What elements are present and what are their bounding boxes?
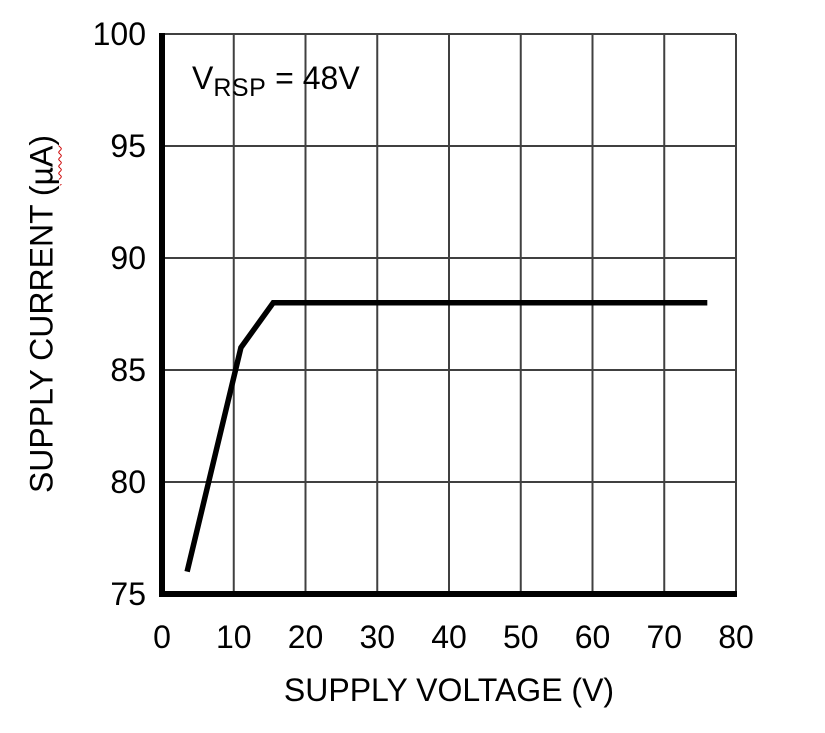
y-tick-label: 95 (110, 128, 146, 164)
y-tick-label: 80 (110, 464, 146, 500)
x-tick-label: 80 (718, 619, 754, 655)
y-tick-label: 90 (110, 240, 146, 276)
plot-annotation: VRSP = 48V (192, 60, 360, 102)
y-tick-label: 75 (110, 576, 146, 612)
annotation-subscript: RSP (213, 74, 267, 102)
y-axis-title: SUPPLY CURRENT (µA) (24, 135, 61, 493)
x-tick-label: 20 (288, 619, 324, 655)
y-tick-label: 85 (110, 352, 146, 388)
x-tick-label: 50 (503, 619, 539, 655)
x-tick-label: 40 (431, 619, 467, 655)
y-tick-label: 100 (93, 16, 146, 52)
x-tick-label: 60 (575, 619, 611, 655)
x-tick-label: 0 (153, 619, 171, 655)
x-tick-label: 30 (359, 619, 395, 655)
y-axis-title-unit: µA (23, 145, 60, 186)
x-tick-label: 70 (646, 619, 682, 655)
x-axis-title: SUPPLY VOLTAGE (V) (283, 672, 615, 708)
y-axis-title-post: ) (23, 134, 60, 146)
annotation-prefix: V (192, 60, 214, 96)
annotation-suffix: = 48V (266, 60, 360, 96)
x-tick-label: 10 (216, 619, 252, 655)
series-line (184, 300, 708, 573)
y-axis-title-pre: SUPPLY CURRENT ( (23, 185, 60, 494)
